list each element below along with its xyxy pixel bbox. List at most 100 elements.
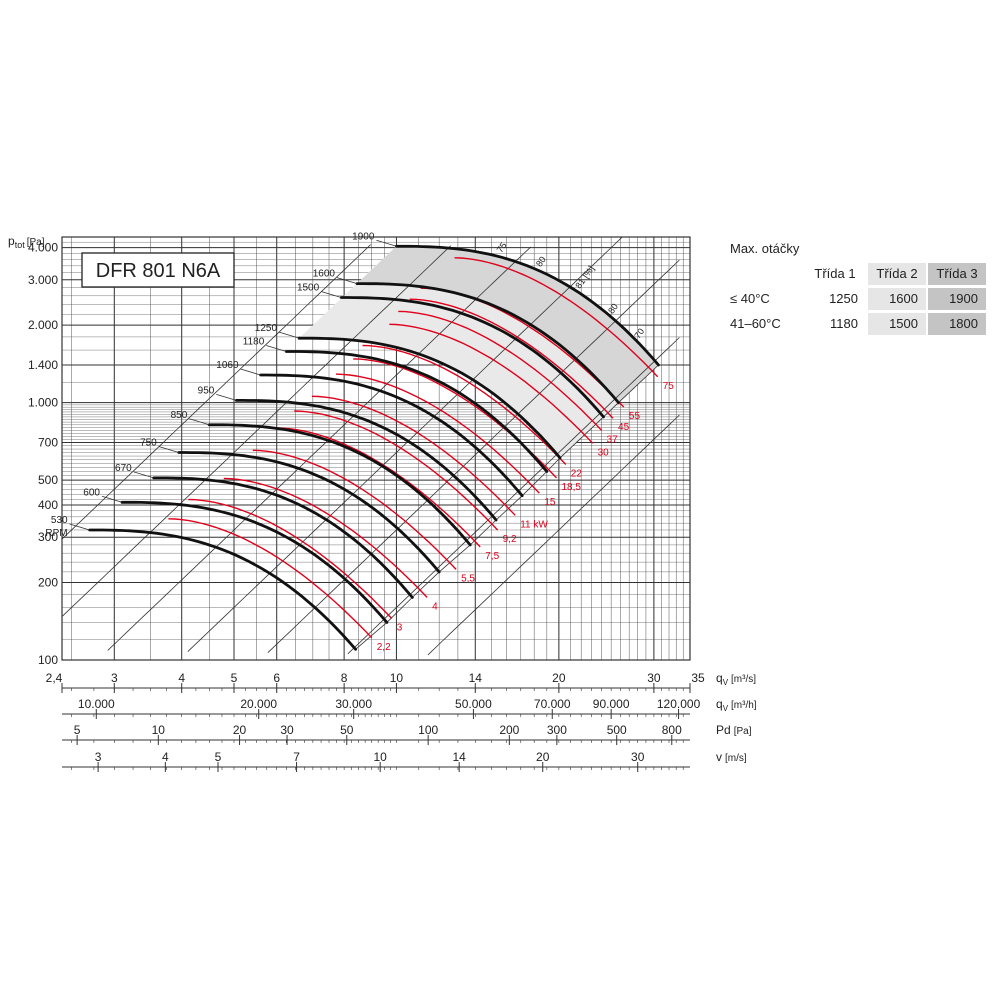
speed-label: 530	[51, 515, 68, 526]
power-line	[362, 344, 567, 465]
x-tick-label: 4	[178, 671, 185, 685]
power-label: 7,5	[485, 551, 499, 562]
x-tick-label: 120.000	[657, 697, 701, 711]
system-line	[187, 236, 623, 652]
speed-label-leader	[321, 291, 342, 298]
power-line	[168, 518, 373, 639]
row2-label: 41–60°C	[730, 316, 781, 331]
speed-label-leader	[158, 446, 179, 453]
x-tick-label: 3	[95, 750, 102, 764]
x-axis-label-unit: [m³/h]	[731, 700, 757, 711]
y-tick-label: 700	[38, 435, 58, 449]
x-tick-label: 10	[152, 723, 166, 737]
efficiency-label: 81 [%]	[573, 264, 596, 291]
max-speed-title: Max. otáčky	[730, 241, 800, 256]
x-tick-label: 5	[215, 750, 222, 764]
x-tick-label: 90.000	[593, 697, 630, 711]
power-label: 30	[598, 447, 610, 458]
power-line	[311, 395, 516, 516]
y-tick-label: 1.000	[28, 396, 58, 410]
power-line	[294, 410, 499, 531]
power-label: 15	[544, 497, 556, 508]
y-tick-label: 3.000	[28, 273, 58, 287]
x-tick-label: 20	[552, 671, 566, 685]
x-tick-label: 3	[111, 671, 118, 685]
speed-label: 950	[198, 385, 215, 396]
chart-title: DFR 801 N6A	[96, 260, 221, 282]
x-tick-label: 50	[340, 723, 354, 737]
x-tick-label: 300	[547, 723, 567, 737]
x-tick-label: 30	[647, 671, 661, 685]
x-axis-label: qV [m³/s]	[716, 671, 756, 687]
y-axis-label-unit: [Pa]	[27, 237, 45, 248]
y-tick-label: 300	[38, 530, 58, 544]
speed-label: 1600	[313, 269, 336, 280]
system-line	[107, 246, 532, 651]
row1-class3: 1900	[928, 288, 986, 310]
y-tick-label: 400	[38, 498, 58, 512]
power-line	[276, 427, 481, 548]
x-axis-label-unit: [Pa]	[734, 726, 752, 737]
x-tick-label: 30.000	[335, 697, 372, 711]
x-axis-label-main: q	[716, 697, 723, 711]
class1-header: Třída 1	[814, 266, 856, 281]
x-tick-label: 20.000	[240, 697, 277, 711]
power-label: 4	[432, 601, 438, 612]
x-tick-label: 200	[499, 723, 519, 737]
y-axis-label-sub: tot	[15, 240, 26, 250]
x-tick-label: 100	[418, 723, 438, 737]
power-line	[188, 498, 393, 619]
power-label: 9,2	[503, 534, 517, 545]
power-label: 45	[618, 422, 630, 433]
x-tick-label: 35	[691, 671, 705, 685]
x-axis-label-unit: [m/s]	[725, 753, 747, 764]
power-line	[223, 477, 428, 598]
speed-curve	[88, 528, 357, 651]
speed-unit-label: RPM	[45, 528, 67, 539]
system-line	[427, 414, 680, 656]
speed-curve	[234, 399, 498, 522]
speed-label: 850	[171, 410, 188, 421]
x-tick-label: 4	[162, 750, 169, 764]
speed-curves	[88, 244, 660, 651]
y-tick-label: 4.000	[28, 241, 58, 255]
power-label: 5,5	[461, 573, 475, 584]
speed-curve	[339, 296, 605, 419]
x-axis-label-main: q	[716, 671, 723, 685]
y-tick-label: 1.400	[28, 358, 58, 372]
x-tick-label: 10	[390, 671, 404, 685]
x-tick-label: 10	[373, 750, 387, 764]
speed-label-leader	[101, 495, 123, 503]
power-label: 55	[629, 411, 641, 422]
power-line	[409, 298, 614, 419]
x-tick-label: 800	[662, 723, 682, 737]
efficiency-label: 80	[606, 302, 620, 316]
x-tick-label: 500	[607, 723, 627, 737]
system-line	[267, 259, 680, 653]
axes: 100 200 300 400 500 700 1.000 1.400 2.000 3.000 4.…	[28, 236, 757, 772]
x-tick-label: 14	[469, 671, 483, 685]
x-tick-label: 14	[452, 750, 466, 764]
speed-label-leader	[240, 368, 261, 376]
system-line	[61, 245, 451, 617]
x-tick-label: 10.000	[78, 697, 115, 711]
speed-label: 1500	[297, 283, 320, 294]
curve-end-boundary	[355, 364, 659, 650]
x-tick-label: 30	[280, 723, 294, 737]
power-line	[335, 373, 540, 494]
power-line	[454, 257, 659, 378]
x-tick-label: 5	[231, 671, 238, 685]
x-axis-label: v [m/s]	[716, 750, 747, 764]
efficiency-label: 70	[632, 326, 646, 340]
class2-header: Třída 2	[868, 263, 926, 285]
y-axis-label: ptot [Pa]	[8, 234, 45, 250]
row1-label: ≤ 40°C	[730, 291, 770, 306]
power-lines	[168, 257, 659, 639]
speed-curve	[297, 336, 562, 460]
speed-curve	[355, 282, 620, 404]
power-label: 3	[397, 622, 403, 633]
speed-curve	[395, 244, 660, 367]
x-tick-label: 20	[536, 750, 550, 764]
